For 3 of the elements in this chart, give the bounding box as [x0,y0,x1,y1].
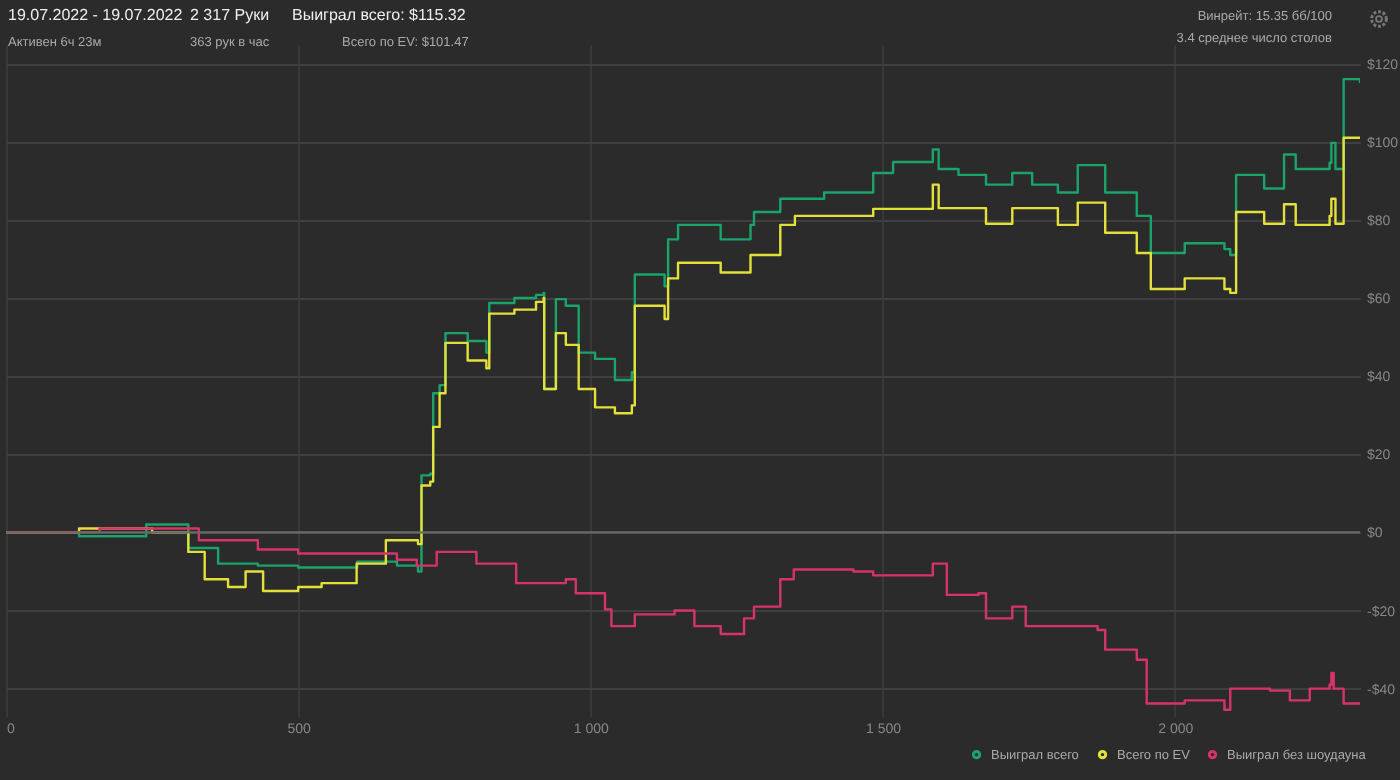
chart-title: 19.07.2022 - 19.07.2022 [8,6,183,24]
text: Выиграл всего: $115.32 [292,6,466,24]
text: 2 317 Руки [190,6,270,24]
